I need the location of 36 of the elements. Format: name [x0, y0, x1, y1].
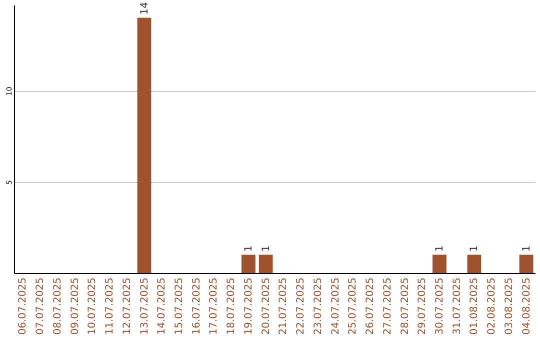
x-tick-label: 21.07.2025 [278, 278, 290, 335]
x-tick-label: 03.08.2025 [504, 278, 515, 335]
x-tick-label: 11.07.2025 [104, 278, 116, 335]
data-label: 14 [139, 2, 150, 15]
x-tick-label: 13.07.2025 [139, 278, 150, 335]
x-tick-label: 19.07.2025 [243, 278, 254, 335]
x-tick-label: 04.08.2025 [521, 278, 532, 335]
x-tick-label: 07.07.2025 [35, 278, 46, 335]
data-label: 1 [260, 245, 272, 252]
data-label: 1 [243, 245, 254, 252]
x-tick-label: 25.07.2025 [348, 278, 359, 335]
x-tick-label: 08.07.2025 [52, 278, 64, 335]
x-tick-label: 28.07.2025 [400, 278, 411, 335]
x-tick-label: 06.07.2025 [18, 278, 29, 335]
x-tick-label: 09.07.2025 [70, 278, 81, 335]
x-tick-label: 27.07.2025 [382, 278, 394, 335]
x-tick-label: 01.08.2025 [469, 278, 480, 335]
x-tick-label: 14.07.2025 [156, 278, 168, 335]
x-tick-label: 22.07.2025 [296, 278, 307, 335]
x-tick-label: 23.07.2025 [312, 278, 324, 335]
x-tick-label: 10.07.2025 [87, 278, 98, 335]
x-tick-label: 29.07.2025 [417, 278, 428, 335]
x-tick-label: 02.08.2025 [486, 278, 498, 335]
x-tick-label: 30.07.2025 [434, 278, 446, 335]
x-tick-label: 24.07.2025 [330, 278, 342, 335]
x-tick-label: 16.07.2025 [191, 278, 202, 335]
data-label: 1 [434, 245, 446, 252]
x-tick-label: 12.07.2025 [122, 278, 133, 335]
data-label: 1 [521, 245, 532, 252]
x-tick-label: 18.07.2025 [226, 278, 238, 335]
x-tick-label: 17.07.2025 [208, 278, 220, 335]
x-tick-label: 15.07.2025 [174, 278, 185, 335]
x-tick-label: 20.07.2025 [260, 278, 272, 335]
x-tick-label: 31.07.2025 [452, 278, 463, 335]
x-tick-label: 26.07.2025 [365, 278, 376, 335]
data-label: 1 [469, 245, 480, 252]
